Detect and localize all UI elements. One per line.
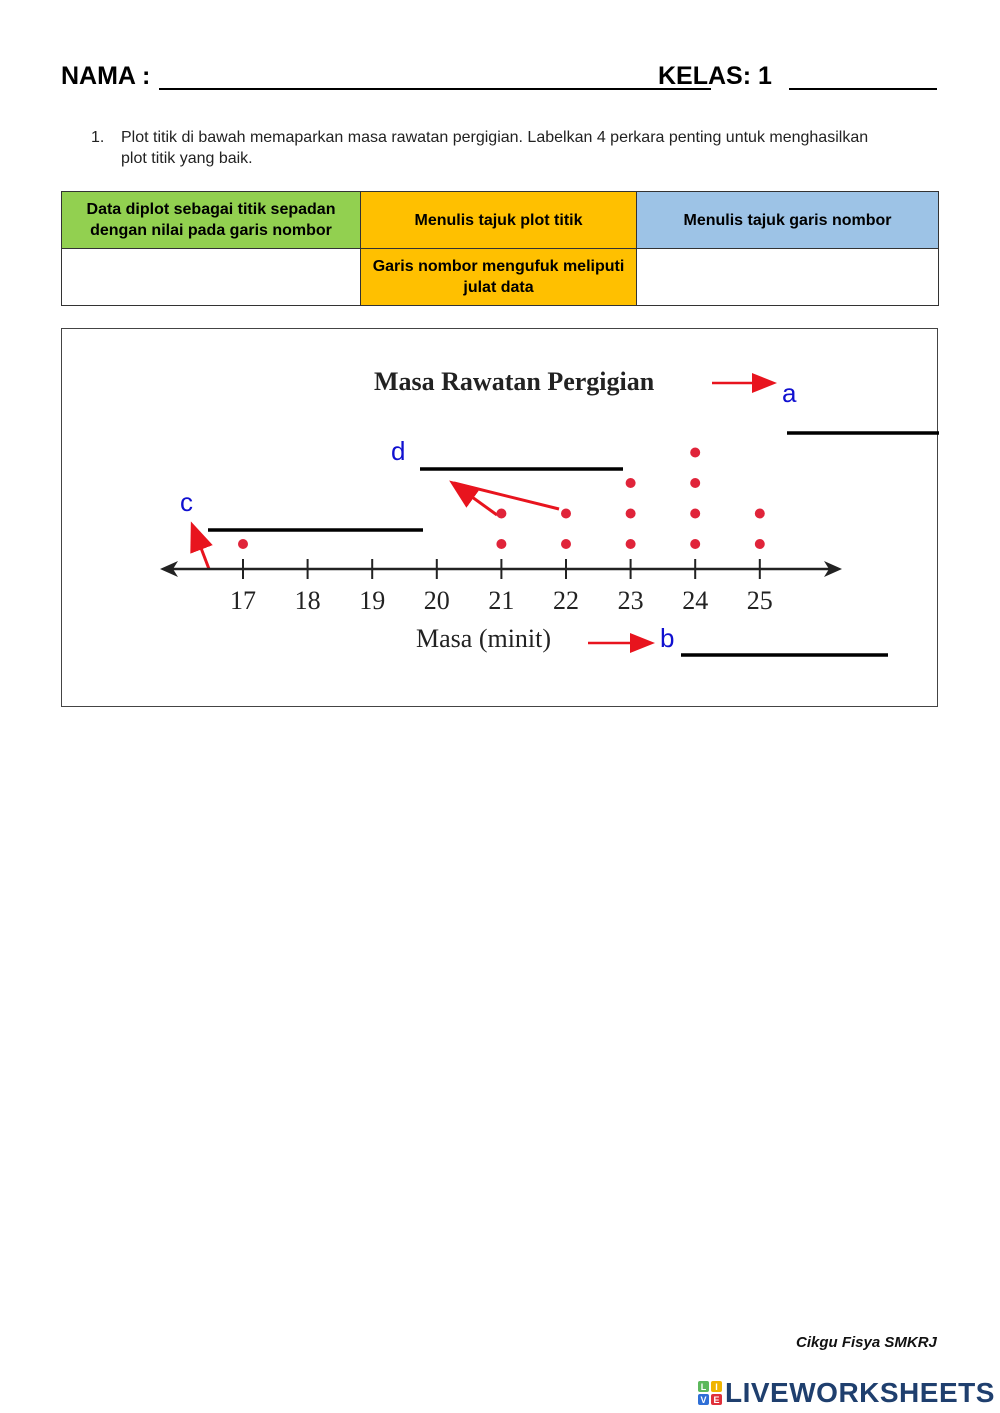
tick-label-23: 23: [618, 586, 644, 615]
data-dot: [625, 478, 636, 488]
choice-number-line[interactable]: Garis nombor mengufuk meliputi julat dat…: [360, 248, 637, 306]
data-dot: [754, 539, 765, 549]
label-a: a: [782, 378, 797, 408]
chart-title: Masa Rawatan Pergigian: [374, 367, 655, 396]
question-text: Plot titik di bawah memaparkan masa rawa…: [121, 129, 869, 167]
answer-choices-table: Data diplot sebagai titik sepadan dengan…: [61, 191, 939, 306]
axis-title: Masa (minit): [416, 624, 551, 653]
live-squares-icon: L I V E: [698, 1381, 722, 1405]
liveworksheets-logo: L I V E LIVEWORKSHEETS: [698, 1377, 995, 1408]
data-dot: [561, 539, 571, 549]
data-dot: [496, 539, 507, 549]
choice-data-plotted[interactable]: Data diplot sebagai titik sepadan dengan…: [61, 191, 361, 249]
logo-square-l: L: [698, 1381, 709, 1392]
data-dots: [238, 447, 765, 549]
data-dot: [625, 539, 636, 549]
number-line-left-arrow-icon: [160, 561, 178, 577]
data-dot: [496, 508, 507, 519]
logo-square-e: E: [711, 1394, 722, 1405]
data-dot: [690, 478, 701, 488]
data-dot: [754, 508, 765, 519]
label-b: b: [660, 623, 674, 653]
data-dot: [625, 508, 636, 519]
name-input-line[interactable]: [159, 88, 711, 90]
class-label: KELAS: 1: [658, 62, 772, 90]
data-dot: [690, 447, 701, 458]
class-input-line[interactable]: [789, 88, 937, 90]
data-dot: [690, 508, 701, 519]
logo-square-v: V: [698, 1394, 709, 1405]
author-credit: Cikgu Fisya SMKRJ: [796, 1334, 937, 1351]
student-header: NAMA : KELAS: 1: [61, 58, 941, 94]
tick-label-17: 17: [230, 586, 256, 615]
axis-ticks: [242, 559, 761, 579]
arrow-d1-icon: [449, 480, 498, 517]
axis-tick-labels: 17 18 19 20 21 22 23 24 25: [230, 586, 773, 615]
question-number: 1.: [91, 129, 105, 146]
arrow-c-icon: [190, 521, 213, 570]
data-dot: [690, 539, 701, 549]
data-dot: [238, 539, 248, 549]
tick-label-22: 22: [553, 586, 579, 615]
logo-square-i: I: [711, 1381, 722, 1392]
brand-name: LIVEWORKSHEETS: [725, 1377, 995, 1408]
tick-label-20: 20: [424, 586, 450, 615]
label-d: d: [391, 436, 405, 466]
tick-label-21: 21: [488, 586, 514, 615]
dot-plot-figure: Masa Rawatan Pergigian a d c 17 18 19 20 21 2…: [61, 328, 939, 707]
tick-label-19: 19: [359, 586, 385, 615]
tick-label-24: 24: [682, 586, 708, 615]
choice-empty-1: [61, 248, 361, 306]
tick-label-25: 25: [747, 586, 773, 615]
dot-plot-svg: Masa Rawatan Pergigian a d c 17 18 19 20 21 2…: [160, 367, 939, 657]
data-dot: [561, 508, 571, 519]
choice-plot-title[interactable]: Menulis tajuk plot titik: [360, 191, 637, 249]
choice-axis-title[interactable]: Menulis tajuk garis nombor: [636, 191, 939, 249]
arrow-d2-icon: [453, 481, 560, 511]
label-c: c: [180, 487, 193, 517]
tick-label-18: 18: [295, 586, 321, 615]
number-line-right-arrow-icon: [824, 561, 842, 577]
choice-empty-2: [636, 248, 939, 306]
name-label: NAMA :: [61, 62, 151, 90]
